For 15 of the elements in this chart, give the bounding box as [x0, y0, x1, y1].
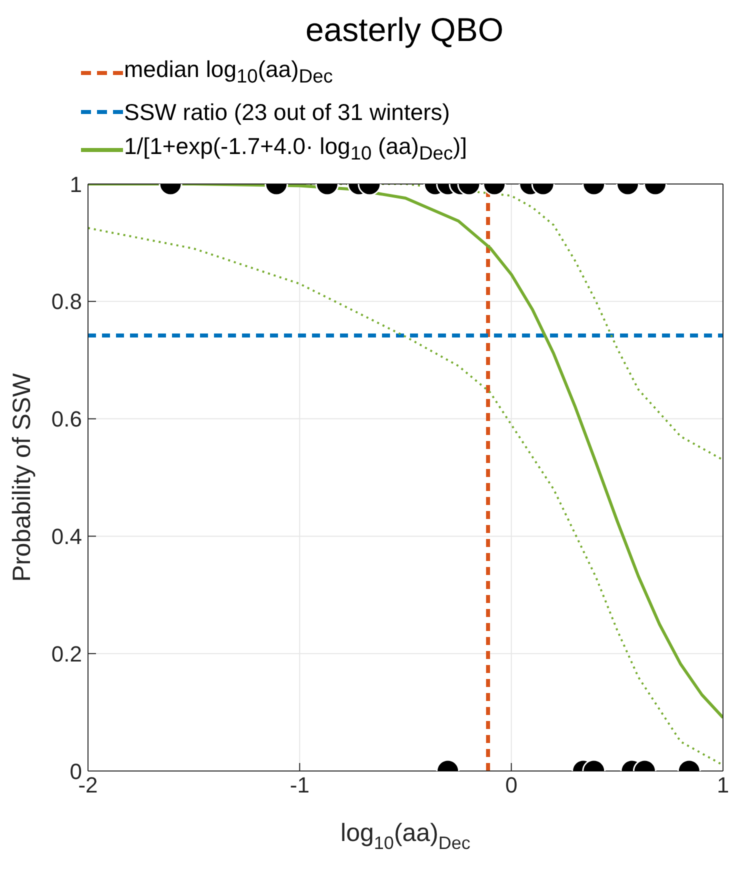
y-tick-label: 1 — [70, 172, 82, 197]
y-tick-label: 0.8 — [51, 289, 82, 314]
line-series — [88, 227, 723, 766]
x-tick-label: -1 — [290, 772, 310, 798]
x-tick-label: 0 — [505, 772, 518, 798]
y-axis-title: Probability of SSW — [8, 373, 36, 582]
y-tick-label: 0.2 — [51, 642, 82, 667]
legend-label: 1/[1+exp(-1.7+4.0· log$_{10}$ (aa)$_{Dec}$)] — [124, 132, 468, 166]
chart-title: easterly QBO — [304, 10, 505, 50]
legend-label: median log$_{10}$(aa)$_{Dec}$ — [124, 55, 333, 90]
x-axis-title: log$_{10}$(aa)$_{Dec}$ — [340, 819, 470, 854]
y-tick-label: 0.4 — [51, 524, 82, 550]
legend-label: SSW ratio (23 out of 31 winters) — [124, 98, 450, 127]
x-tick-label: 1 — [716, 772, 730, 798]
y-tick-label: 0.6 — [51, 406, 82, 432]
